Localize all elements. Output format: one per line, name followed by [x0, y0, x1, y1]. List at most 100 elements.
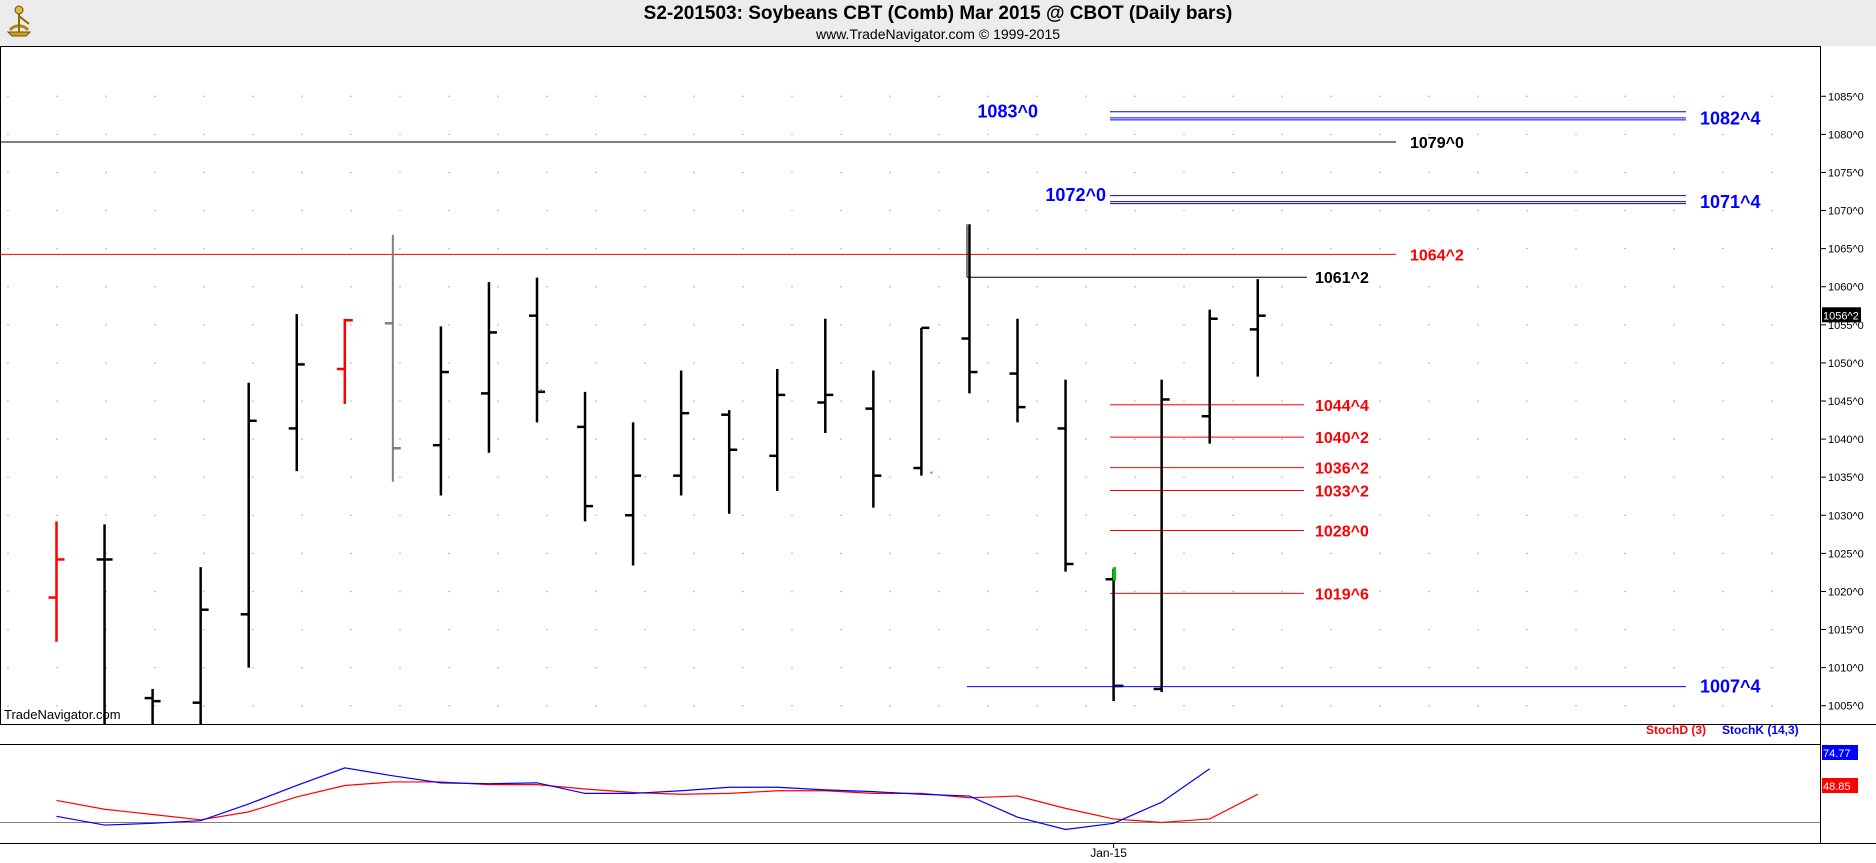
- grid-dot: [693, 438, 695, 440]
- grid-dot: [742, 95, 744, 98]
- grid-dot: [497, 400, 499, 402]
- grid-dot: [595, 438, 597, 440]
- grid-dot: [1624, 438, 1626, 440]
- level-label: 1033^2: [1315, 484, 1369, 501]
- grid-dot: [1183, 209, 1185, 212]
- grid-dot: [1330, 362, 1332, 364]
- level-label: 1061^2: [1315, 270, 1369, 287]
- grid-dot: [1526, 285, 1528, 288]
- grid-dot: [1575, 362, 1577, 364]
- grid-dot: [644, 209, 646, 212]
- grid-dot: [399, 209, 401, 212]
- grid-dot: [497, 171, 499, 174]
- grid-dot: [1183, 476, 1185, 478]
- grid-dot: [1232, 95, 1234, 98]
- grid-dot: [203, 324, 205, 326]
- grid-dot: [203, 362, 205, 364]
- grid-dot: [987, 324, 989, 326]
- grid-dot: [840, 590, 842, 593]
- grid-dot: [7, 95, 9, 98]
- grid-dot: [7, 209, 9, 212]
- grid-dot: [1673, 209, 1675, 212]
- grid-dot: [840, 400, 842, 402]
- grid-dot: [1624, 666, 1626, 669]
- grid-dot: [497, 362, 499, 364]
- grid-dot: [1673, 133, 1675, 136]
- grid-dot: [7, 324, 9, 326]
- grid-dot: [1673, 628, 1675, 631]
- grid-dot: [742, 247, 744, 250]
- grid-dot: [1624, 209, 1626, 212]
- grid-dot: [840, 247, 842, 250]
- grid-dot: [595, 552, 597, 555]
- grid-dot: [1575, 628, 1577, 631]
- grid-dot: [252, 209, 254, 212]
- grid-dot: [1085, 628, 1087, 631]
- grid-dot: [791, 95, 793, 98]
- grid-dot: [497, 324, 499, 326]
- grid-dot: [448, 362, 450, 364]
- grid-dot: [1232, 438, 1234, 440]
- grid-dot: [448, 628, 450, 631]
- grid-dot: [1281, 590, 1283, 593]
- grid-dot: [1134, 400, 1136, 402]
- grid-dot: [644, 171, 646, 174]
- grid-dot: [595, 285, 597, 288]
- grid-dot: [1281, 171, 1283, 174]
- grid-dot: [1428, 324, 1430, 326]
- grid-dot: [546, 362, 548, 364]
- grid-dot: [1183, 590, 1185, 593]
- grid-dot: [644, 95, 646, 98]
- grid-dot: [1134, 590, 1136, 593]
- grid-dot: [546, 628, 548, 631]
- grid-dot: [1624, 247, 1626, 250]
- grid-dot: [546, 666, 548, 669]
- last-price-label: 1056^2: [1823, 310, 1859, 322]
- grid-dot: [1183, 400, 1185, 402]
- grid-dot: [1575, 514, 1577, 517]
- grid-dot: [1624, 324, 1626, 326]
- grid-dot: [1673, 590, 1675, 593]
- grid-dot: [840, 171, 842, 174]
- grid-dot: [56, 704, 58, 707]
- grid-dot: [1036, 171, 1038, 174]
- grid-dot: [693, 247, 695, 250]
- grid-dot: [399, 514, 401, 517]
- grid-dot: [497, 209, 499, 212]
- grid-dot: [1722, 476, 1724, 478]
- grid-dot: [644, 247, 646, 250]
- grid-dot: [105, 362, 107, 364]
- grid-dot: [1085, 362, 1087, 364]
- grid-dot: [252, 476, 254, 478]
- grid-dot: [350, 476, 352, 478]
- grid-dot: [1526, 476, 1528, 478]
- grid-dot: [1624, 285, 1626, 288]
- grid-dot: [693, 514, 695, 517]
- y-tick-label: 1025^0: [1828, 548, 1864, 560]
- stochk-value-box: [1822, 745, 1858, 760]
- grid-dot: [1771, 514, 1773, 517]
- grid-dot: [546, 590, 548, 593]
- grid-dot: [448, 171, 450, 174]
- grid-dot: [1526, 628, 1528, 631]
- grid-dot: [1085, 438, 1087, 440]
- grid-dot: [1134, 666, 1136, 669]
- grid-dot: [742, 552, 744, 555]
- grid-dot: [1379, 133, 1381, 136]
- grid-dot: [203, 666, 205, 669]
- grid-dot: [350, 285, 352, 288]
- grid-dot: [252, 247, 254, 250]
- grid-dot: [840, 666, 842, 669]
- grid-dot: [1183, 514, 1185, 517]
- grid-dot: [252, 171, 254, 174]
- grid-dot: [1673, 362, 1675, 364]
- grid-dot: [448, 476, 450, 478]
- grid-dot: [1330, 285, 1332, 288]
- grid-dot: [644, 628, 646, 631]
- grid-dot: [1036, 704, 1038, 707]
- grid-dot: [693, 133, 695, 136]
- grid-dot: [1183, 704, 1185, 707]
- price-axis: 1085^0 1080^0 1075^0 1070^0 1065^0 1060^0 1055…: [1820, 91, 1864, 713]
- grid-dot: [1722, 171, 1724, 174]
- grid-dot: [889, 704, 891, 707]
